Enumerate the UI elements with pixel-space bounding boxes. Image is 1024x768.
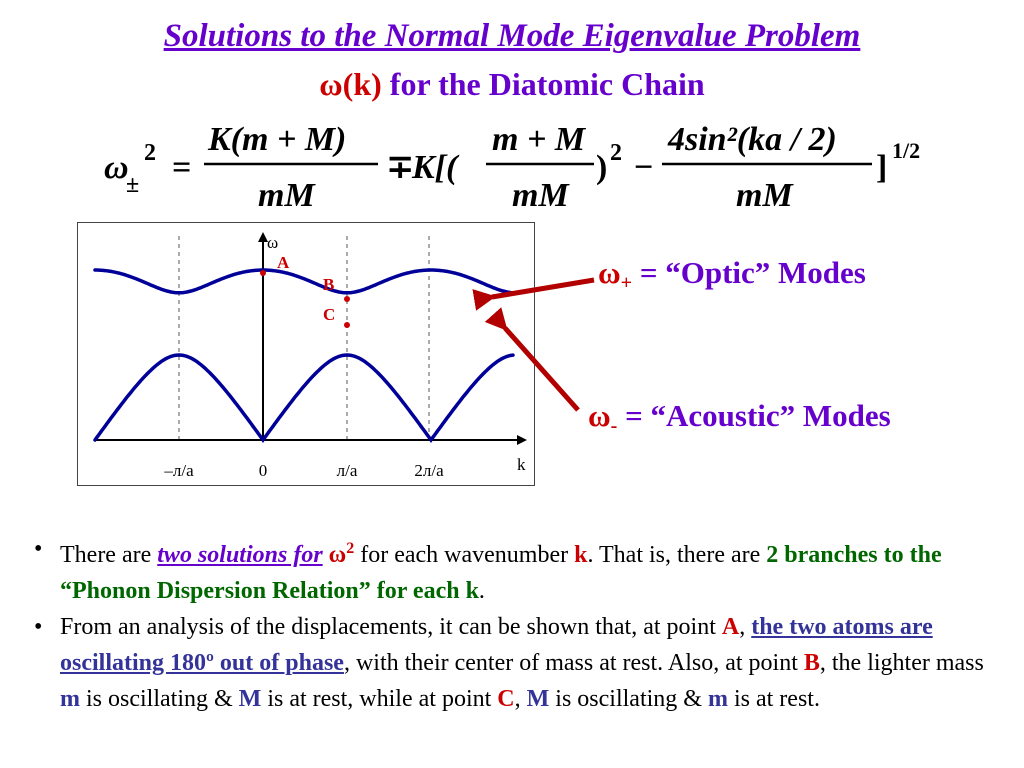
b1-text: for each wavenumber	[354, 542, 575, 568]
tick-zero: 0	[259, 461, 268, 480]
eq-omega: ω	[104, 149, 129, 186]
b1-text: .	[478, 578, 485, 604]
eq-num1: K(m + M)	[207, 121, 346, 158]
b2-text: ,	[739, 614, 752, 640]
b1-k: k	[574, 542, 588, 568]
b1-branches: 2 branches to the “Phonon Dispersion Rel…	[60, 542, 942, 604]
point-B-marker	[344, 296, 350, 302]
b1-omega-sup: 2	[346, 540, 355, 557]
point-C-marker	[344, 322, 350, 328]
b2-text: is oscillating &	[549, 686, 708, 712]
point-label-A: A	[277, 253, 290, 272]
b2-text: is at rest, while at point	[261, 686, 498, 712]
optic-omega: ω	[598, 255, 621, 290]
acoustic-sub: -	[610, 415, 618, 437]
eq-num3: 4sin²(ka / 2)	[667, 121, 837, 158]
b2-M2: M	[526, 686, 550, 712]
eq-exponent: 1/2	[892, 138, 920, 163]
eq-equals: =	[172, 149, 191, 186]
eq-close-bracket: ]	[876, 149, 887, 186]
optic-sub: +	[620, 272, 633, 294]
eq-num2: m + M	[492, 121, 587, 158]
eq-pm: ∓	[386, 149, 415, 186]
slide-subtitle: ω(k) for the Diatomic Chain	[0, 66, 1024, 103]
b2-m1: m	[60, 686, 80, 712]
bullet-dot: •	[34, 614, 43, 640]
dispersion-curves	[93, 268, 515, 444]
point-label-C: C	[323, 305, 335, 324]
axis-label-omega: ω	[267, 233, 278, 252]
tick-pi: л/a	[337, 461, 358, 480]
eq-den2: mM	[512, 177, 570, 214]
bullet-dot: •	[34, 536, 43, 562]
subtitle-rest: for the Diatomic Chain	[381, 66, 705, 102]
b2-text: ,	[514, 686, 527, 712]
optic-branch-curve	[93, 268, 515, 295]
eq-k-bracket: K[(	[411, 149, 460, 186]
b1-text: . That is, there are	[587, 542, 767, 568]
acoustic-text: = “Acoustic” Modes	[617, 398, 891, 433]
dispersion-plot: ω k –л/a 0 л/a 2л/a A B C	[93, 232, 527, 480]
acoustic-omega: ω	[588, 398, 611, 433]
axis-label-k: k	[517, 455, 526, 474]
eq-den1: mM	[258, 177, 316, 214]
point-A-marker	[260, 270, 266, 276]
tick-neg-pi: –л/a	[163, 461, 194, 480]
b2-text: is at rest.	[727, 686, 820, 712]
eq-omega-sub: ±	[126, 172, 139, 198]
b2-text: From an analysis of the displacements, i…	[60, 614, 722, 640]
out-of-phase-link[interactable]: the two atoms are oscillating 180º out o…	[60, 614, 933, 676]
acoustic-modes-label: ω- = “Acoustic” Modes	[588, 398, 891, 438]
eq-omega-sup: 2	[144, 140, 156, 166]
eq-sq: 2	[610, 140, 622, 166]
point-label-B: B	[323, 275, 334, 294]
slide-title: Solutions to the Normal Mode Eigenvalue …	[163, 18, 861, 54]
eq-den3: mM	[736, 177, 794, 214]
optic-text: = “Optic” Modes	[632, 255, 866, 290]
eq-close-paren: )	[596, 149, 607, 186]
b2-text: is oscillating &	[80, 686, 239, 712]
bullet-2: • From an analysis of the displacements,…	[28, 609, 1003, 717]
b2-point-C: C	[497, 686, 515, 712]
zone-boundaries	[178, 236, 430, 440]
acoustic-branch-curve	[93, 353, 515, 444]
bullet-1: • There are two solutions for ω2 for eac…	[28, 531, 1003, 609]
b2-text: , with their center of mass at rest. Als…	[343, 650, 804, 676]
dispersion-equation: ω ± 2 = K(m + M) mM ∓ K[( m + M mM ) 2 −…	[104, 121, 920, 214]
b2-point-A: A	[721, 614, 740, 640]
bullet-list: • There are two solutions for ω2 for eac…	[28, 531, 1003, 717]
b2-point-B: B	[803, 650, 820, 676]
b2-text: , the lighter mass	[819, 650, 984, 676]
tick-2pi: 2л/a	[414, 461, 444, 480]
b2-M1: M	[238, 686, 262, 712]
omega-k: ω(k)	[319, 66, 382, 102]
optic-modes-label: ω+ = “Optic” Modes	[598, 255, 866, 295]
b1-omega: ω	[322, 542, 347, 568]
two-solutions-link[interactable]: two solutions for	[157, 542, 323, 568]
eq-minus: −	[634, 149, 653, 186]
b1-text: There are	[60, 542, 158, 568]
b2-m2: m	[707, 686, 728, 712]
